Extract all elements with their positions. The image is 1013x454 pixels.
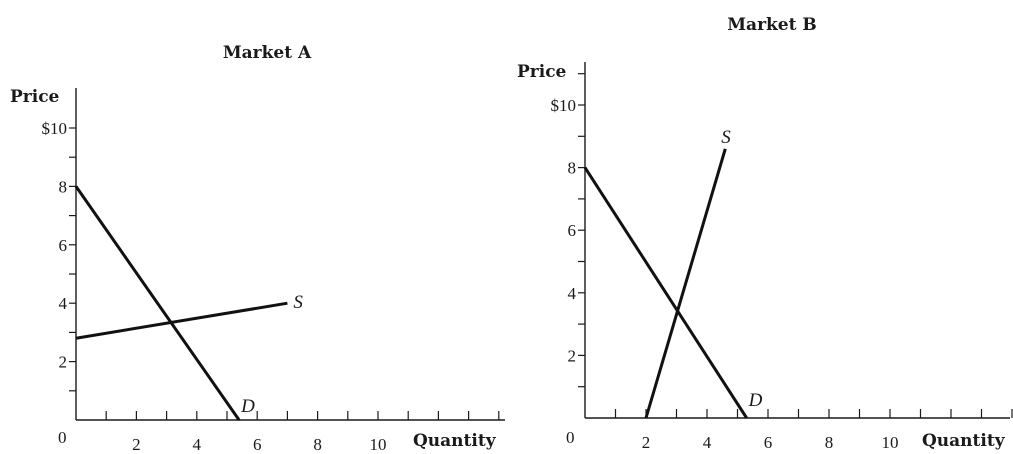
market-a-xlabel: Quantity <box>413 431 497 451</box>
market-a-panel: Market A Price Quantity 0 2 4 6 8 10 2 4 6 8 $10 D… <box>10 43 505 454</box>
market-b-title: Market B <box>727 15 817 35</box>
market-b-demand-label: D <box>748 390 763 411</box>
market-a-ylabel: Price <box>10 87 60 107</box>
market-b-supply-label: S <box>721 127 731 148</box>
market-b-origin-label: 0 <box>566 428 575 447</box>
market-b-x-tick-label: 8 <box>825 433 834 452</box>
market-b-panel: Market B Price Quantity 0 2 4 6 8 10 2 4 6 8 $10 D… <box>517 15 1013 452</box>
market-b-x-tick-label: 6 <box>764 433 773 452</box>
market-a-x-tick-label: 6 <box>253 435 262 454</box>
market-a-x-tick-label: 4 <box>193 435 202 454</box>
market-b-x-tick-label: 4 <box>703 433 712 452</box>
market-b-y-tick-label: 4 <box>568 284 577 303</box>
market-a-y-tick-label: $10 <box>42 119 68 138</box>
market-a-x-tick-label: 2 <box>132 435 141 454</box>
market-a-supply-label: S <box>293 292 303 313</box>
market-b-xlabel: Quantity <box>922 431 1006 451</box>
market-b-y-tick-label: 6 <box>568 221 577 240</box>
market-b-x-tick-label: 2 <box>642 433 651 452</box>
market-b-ylabel: Price <box>517 62 567 82</box>
market-a-title: Market A <box>223 43 312 63</box>
market-a-x-tick-label: 8 <box>313 435 322 454</box>
market-b-demand-line <box>583 166 748 419</box>
market-b-y-tick-label: 2 <box>568 346 577 365</box>
market-b-y-tick-label: 8 <box>568 159 577 178</box>
market-a-y-tick-label: 8 <box>59 177 68 196</box>
market-a-y-tick-label: 2 <box>59 353 68 372</box>
market-b-supply-line <box>644 148 727 419</box>
market-a-y-tick-label: 4 <box>59 294 68 313</box>
market-b-y-tick-label: $10 <box>551 96 577 115</box>
market-a-supply-line <box>75 301 288 340</box>
market-a-x-tick-label: 10 <box>370 435 387 454</box>
market-a-demand-label: D <box>240 396 255 417</box>
market-a-origin-label: 0 <box>58 428 67 447</box>
market-a-demand-line <box>74 185 241 421</box>
market-b-x-tick-label: 10 <box>882 433 899 452</box>
market-a-y-tick-label: 6 <box>59 236 68 255</box>
